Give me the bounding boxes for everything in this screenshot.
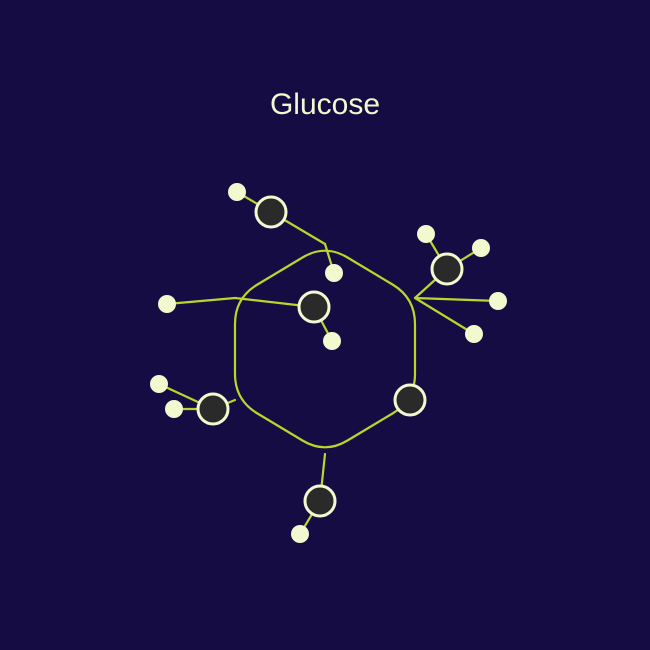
diagram-stage: Glucose [0,0,650,650]
atom-light [465,325,483,343]
atom-light [158,295,176,313]
hexagon-ring [235,251,415,448]
atom-light [323,332,341,350]
atom-dark [198,394,228,424]
atom-light [228,183,246,201]
atom-light [489,292,507,310]
molecule-diagram [0,0,650,650]
atom-dark [395,385,425,415]
atom-light [291,525,309,543]
bond-edge [415,298,474,334]
atom-light [417,225,435,243]
edges-group [159,192,498,534]
atom-dark [256,197,286,227]
atom-dark [305,486,335,516]
atom-dark [299,292,329,322]
atom-light [165,400,183,418]
atom-light [150,375,168,393]
atom-dark [432,254,462,284]
atoms-group [150,183,507,543]
atom-light [472,239,490,257]
atom-light [325,264,343,282]
bond-edge [415,298,498,301]
bond-edge [167,298,235,304]
